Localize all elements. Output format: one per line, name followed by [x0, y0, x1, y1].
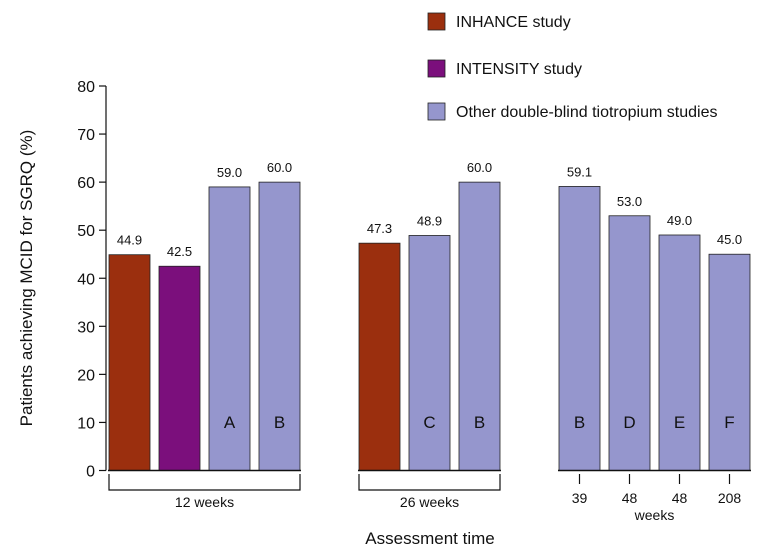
legend-label-1: INTENSITY study	[456, 61, 582, 78]
x-tick-label-2-0: 39	[572, 490, 588, 506]
bar-value-label-1-2: 60.0	[467, 160, 492, 175]
bar-value-label-2-3: 45.0	[717, 232, 742, 247]
y-tick-label-80: 80	[77, 79, 95, 96]
bar-study-letter-0-3: B	[274, 413, 285, 432]
y-axis-label: Patients achieving MCID for SGRQ (%)	[17, 130, 36, 427]
y-tick-label-10: 10	[77, 415, 95, 432]
bar-2-0	[558, 186, 601, 471]
bar-value-label-1-1: 48.9	[417, 213, 442, 228]
bar-value-label-1-0: 47.3	[367, 221, 392, 236]
bar-study-letter-0-2: A	[224, 413, 236, 432]
legend-label-2: Other double-blind tiotropium studies	[456, 104, 717, 121]
legend-label-0: INHANCE study	[456, 14, 571, 31]
group-label-2: weeks	[634, 507, 675, 523]
x-axis: 12 weeks 26 weeks 39 48 48 208 weeks	[108, 469, 751, 523]
group-label-0: 12 weeks	[175, 494, 234, 510]
bar-study-letter-2-3: F	[724, 413, 734, 432]
bar-value-label-2-1: 53.0	[617, 194, 642, 209]
y-tick-label-60: 60	[77, 175, 95, 192]
group-bracket-1	[358, 474, 501, 491]
y-tick-label-0: 0	[86, 464, 95, 481]
bar-value-label-2-2: 49.0	[667, 213, 692, 228]
bar-1-0	[358, 242, 401, 471]
bar-0-2	[208, 186, 251, 471]
bar-value-label-0-0: 44.9	[117, 233, 142, 248]
bar-value-label-0-3: 60.0	[267, 160, 292, 175]
bar-1-1	[408, 235, 451, 471]
bar-0-3	[258, 181, 301, 471]
bar-study-letter-2-2: E	[674, 413, 685, 432]
y-tick-label-50: 50	[77, 223, 95, 240]
x-tick-label-2-2: 48	[672, 490, 688, 506]
y-tick-label-30: 30	[77, 319, 95, 336]
bar-value-label-0-1: 42.5	[167, 244, 192, 259]
bar-2-1	[608, 215, 651, 471]
y-tick-label-70: 70	[77, 127, 95, 144]
bar-value-label-0-2: 59.0	[217, 165, 242, 180]
bars: 44.9 42.5 59.0 A 60.0 B 47.3 48.9 C 60.0 B 59.1 B 53.…	[108, 160, 751, 471]
bar-study-letter-2-1: D	[623, 413, 635, 432]
group-label-1: 26 weeks	[400, 494, 459, 510]
legend-swatch-0	[427, 12, 446, 31]
x-tick-label-2-1: 48	[622, 490, 638, 506]
x-tick-label-2-3: 208	[718, 490, 742, 506]
bar-study-letter-2-0: B	[574, 413, 585, 432]
legend-swatch-2	[427, 102, 446, 121]
bar-value-label-2-0: 59.1	[567, 164, 592, 179]
bar-2-2	[658, 234, 701, 471]
y-tick-label-20: 20	[77, 367, 95, 384]
legend: INHANCE study INTENSITY study Other double…	[427, 12, 717, 121]
group-bracket-0	[108, 474, 301, 491]
legend-swatch-1	[427, 59, 446, 78]
bar-2-3	[708, 253, 751, 471]
bar-study-letter-1-2: B	[474, 413, 485, 432]
y-axis: 0 10 20 30 40 50 60 70 80	[77, 79, 107, 481]
x-axis-label: Assessment time	[365, 529, 494, 548]
bar-study-letter-1-1: C	[423, 413, 435, 432]
bar-0-1	[158, 265, 201, 471]
bar-0-0	[108, 254, 151, 471]
y-tick-label-40: 40	[77, 271, 95, 288]
